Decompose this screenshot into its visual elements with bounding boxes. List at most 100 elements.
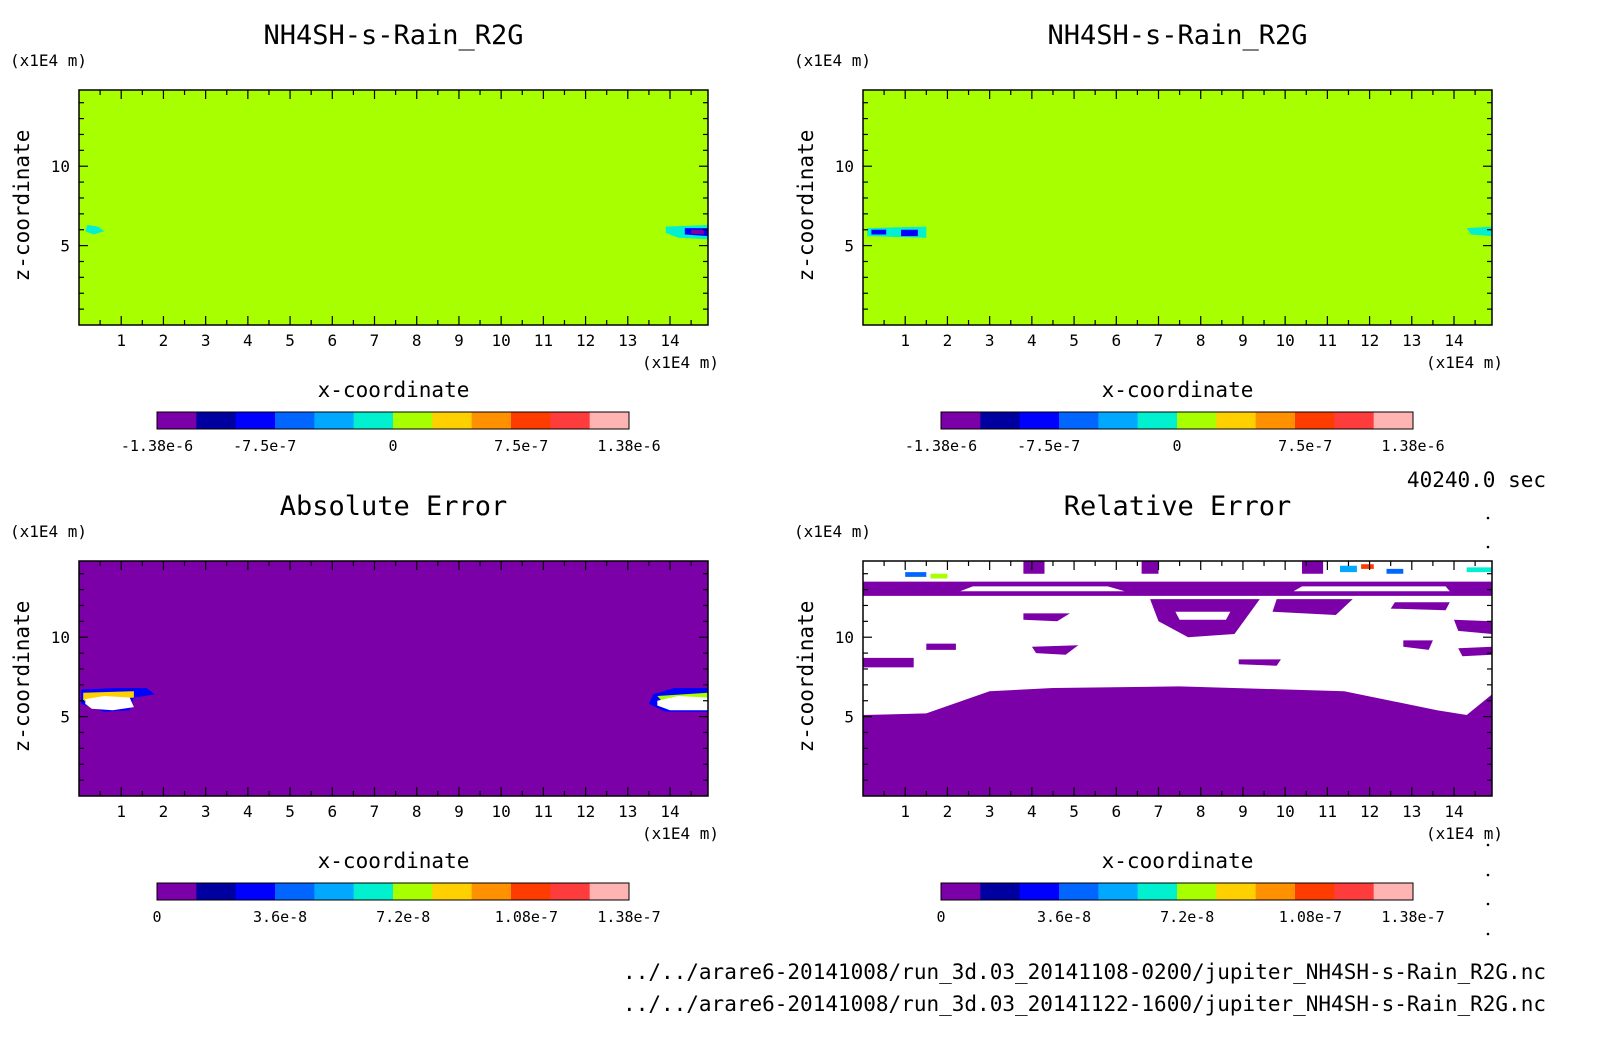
y-tick-label: 10: [835, 628, 854, 647]
heatmap-region-7: [863, 657, 914, 668]
edge-dot: [1486, 932, 1490, 936]
y-tick-label: 5: [60, 708, 70, 727]
heatmap-region-2: [863, 581, 1492, 596]
heatmap-background: [79, 561, 708, 796]
x-tick-label: 9: [454, 331, 464, 350]
colorbar-segment: [235, 412, 276, 429]
x-tick-label: 9: [454, 802, 464, 821]
x-tick-label: 7: [1154, 802, 1164, 821]
colorbar-tick-label: 1.38e-6: [597, 437, 660, 455]
chart-title: Absolute Error: [280, 491, 508, 522]
x-tick-label: 6: [327, 802, 337, 821]
y-tick-label: 5: [844, 708, 854, 727]
colorbar-segment: [980, 412, 1021, 429]
colorbar-segment: [1255, 412, 1296, 429]
x-axis-label: x-coordinate: [1102, 378, 1254, 402]
x-tick-label: 12: [576, 802, 595, 821]
x-tick-label: 11: [1318, 331, 1337, 350]
heatmap-region-6: [863, 112, 1492, 129]
colorbar-segment: [1295, 883, 1335, 900]
x-tick-label: 14: [1444, 331, 1463, 350]
x-tick-label: 13: [618, 331, 637, 350]
x-tick-label: 5: [1069, 331, 1079, 350]
x-tick-label: 12: [1360, 802, 1379, 821]
x-tick-label: 13: [1402, 802, 1421, 821]
heatmap-region-8: [585, 142, 708, 202]
plot-frame: [862, 89, 1493, 326]
heatmap-region-9: [79, 175, 147, 214]
edge-dot: [1486, 902, 1490, 906]
y-axis-label: z-coordinate: [10, 130, 34, 282]
colorbar-segment: [1137, 883, 1178, 900]
x-tick-label: 4: [1027, 802, 1037, 821]
heatmap-region-25: [1466, 567, 1492, 573]
colorbar-segment: [1295, 412, 1335, 429]
x-tick-label: 1: [116, 331, 126, 350]
x-tick-label: 11: [534, 331, 553, 350]
colorbar-segment: [314, 883, 355, 900]
x-tick-label: 6: [1111, 331, 1121, 350]
heatmap-region-7: [884, 140, 1015, 194]
x-tick-label: 2: [943, 331, 953, 350]
colorbar-tick-label: 1.38e-7: [1381, 908, 1444, 926]
x-tick-label: 14: [660, 331, 679, 350]
colorbar-segment: [511, 412, 551, 429]
y-tick-label: 10: [835, 157, 854, 176]
y-tick-label: 5: [844, 237, 854, 256]
y-unit-label: (x1E4 m): [10, 51, 87, 70]
y-unit-label: (x1E4 m): [794, 51, 871, 70]
x-axis-label: x-coordinate: [318, 378, 470, 402]
x-tick-label: 14: [1444, 802, 1463, 821]
x-unit-label: (x1E4 m): [642, 824, 719, 843]
colorbar-segment: [511, 883, 551, 900]
x-tick-label: 7: [370, 331, 380, 350]
colorbar-tick-label: 0: [152, 908, 161, 926]
edge-dot: [1486, 843, 1490, 847]
x-tick-label: 4: [1027, 331, 1037, 350]
heatmap-region-9: [1023, 613, 1070, 622]
x-tick-label: 4: [243, 802, 253, 821]
plot-area: [79, 561, 708, 796]
x-tick-label: 1: [900, 331, 910, 350]
x-tick-label: 9: [1238, 331, 1248, 350]
colorbar-segment: [1255, 883, 1296, 900]
chart-title: Relative Error: [1064, 491, 1292, 522]
heatmap-region-4: [1293, 586, 1450, 592]
heatmap-region-17: [1023, 561, 1045, 574]
heatmap-region-6: [657, 696, 708, 711]
heatmap-region-23: [1361, 564, 1374, 569]
heatmap-region-6: [79, 112, 708, 129]
colorbar-segment: [589, 412, 630, 429]
x-tick-label: 1: [900, 802, 910, 821]
x-tick-label: 9: [1238, 802, 1248, 821]
x-axis-label: x-coordinate: [1102, 849, 1254, 873]
x-tick-label: 10: [1276, 331, 1295, 350]
edge-dot: [1486, 516, 1490, 520]
heatmap-region-10: [1289, 178, 1340, 189]
plot-frame: [78, 560, 709, 797]
colorbar-tick-label: 1.08e-7: [495, 908, 558, 926]
file-path-1: ../../arare6-20141008/run_3d.03_20141108…: [623, 960, 1546, 984]
x-tick-label: 10: [1276, 802, 1295, 821]
heatmap-region-11: [480, 175, 552, 195]
heatmap-region-3: [960, 586, 1125, 592]
colorbar-segment: [1334, 883, 1375, 900]
x-tick-label: 7: [1154, 331, 1164, 350]
plot-area: [863, 90, 1492, 325]
colorbar-segment: [432, 883, 473, 900]
chart-panel-4: Relative Error(x1E4 m)1 2 3 4 5 6 7 8 9 10 11 12 13 1…: [794, 491, 1503, 926]
x-tick-label: 12: [576, 331, 595, 350]
colorbar-segment: [550, 412, 591, 429]
colorbar-segment: [550, 883, 591, 900]
x-tick-label: 12: [1360, 331, 1379, 350]
x-tick-label: 8: [412, 802, 422, 821]
x-tick-label: 2: [159, 331, 169, 350]
colorbar-segment: [1216, 412, 1257, 429]
colorbar-tick-label: 1.38e-7: [597, 908, 660, 926]
colorbar-frame: [940, 882, 1414, 901]
colorbar-tick-label: 7.5e-7: [1278, 437, 1332, 455]
heatmap-region-9: [1154, 178, 1201, 190]
plot-frame: [862, 560, 1493, 797]
colorbar-segment: [471, 412, 512, 429]
colorbar-tick-label: 7.5e-7: [494, 437, 548, 455]
